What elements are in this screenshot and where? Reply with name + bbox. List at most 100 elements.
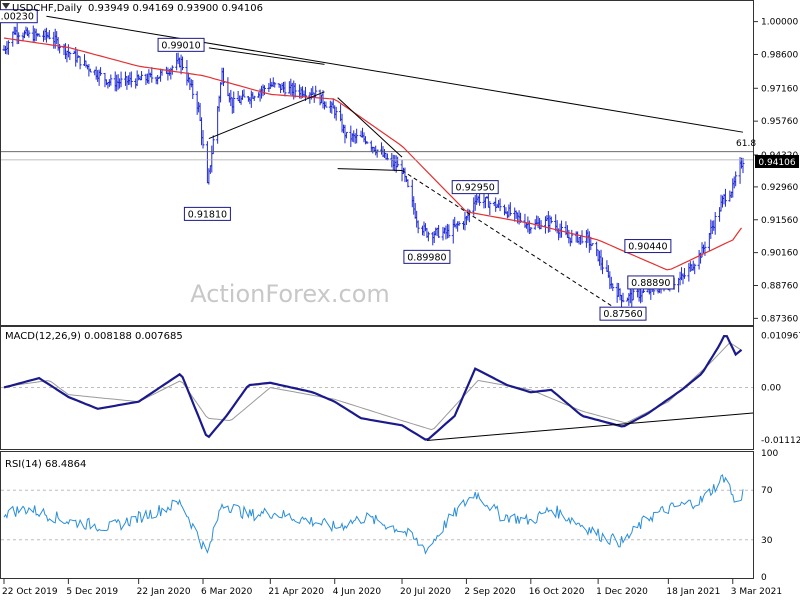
triangle-upper <box>208 47 325 65</box>
price-bar <box>447 224 451 238</box>
swing-label-box <box>451 180 499 195</box>
swing-label-box <box>599 306 647 321</box>
macd-series <box>3 334 754 441</box>
swing-label: 0.88890 <box>627 275 675 290</box>
macd-y-tick-label: -0.011127 <box>761 436 800 446</box>
price-bar <box>273 82 277 88</box>
price-bar <box>47 30 51 40</box>
price-bar <box>611 283 615 292</box>
rsi-panel <box>0 451 754 579</box>
price-bar <box>355 128 359 144</box>
price-bar <box>191 80 195 100</box>
swing-label-box <box>624 239 672 254</box>
macd-trendline <box>426 412 754 441</box>
rsi-line <box>3 474 744 555</box>
price-panel <box>0 0 754 326</box>
price-bar <box>140 71 144 81</box>
last-price-value: 0.94106 <box>758 158 795 168</box>
price-bar <box>590 243 594 246</box>
x-tick-label: 5 Dec 2019 <box>66 587 118 597</box>
price-y-tick-label: 0.95760 <box>761 117 798 127</box>
price-bar <box>119 71 123 88</box>
price-bar <box>88 68 92 73</box>
price-bar <box>344 131 348 139</box>
price-bar <box>334 106 338 121</box>
price-bar <box>211 135 215 155</box>
price-bar <box>232 91 236 114</box>
collapse-arrow-icon[interactable] <box>2 3 10 9</box>
price-bar <box>713 211 717 235</box>
price-y-tick-label: 0.90160 <box>761 249 798 259</box>
swing-label-box <box>0 9 38 24</box>
price-bar <box>181 56 185 71</box>
swing-label-text: 0.90440 <box>628 242 667 253</box>
x-tick-label: 2 Sep 2020 <box>464 587 516 597</box>
price-bar <box>416 220 420 234</box>
price-bar <box>570 229 574 244</box>
price-bar <box>437 225 441 238</box>
price-bar <box>723 188 727 207</box>
macd-y-tick-label: 0.010967 <box>761 332 800 342</box>
swing-label-text: 0.91810 <box>188 209 227 220</box>
channel-lower-extended-dashed <box>401 170 624 314</box>
macd-main-line <box>3 334 743 441</box>
swing-label: 0.91810 <box>183 206 231 221</box>
price-bar <box>17 32 21 45</box>
price-y-tick-label: 0.91560 <box>761 216 798 226</box>
x-tick-label: 16 Oct 2020 <box>529 587 585 597</box>
x-tick-label: 20 Jul 2020 <box>400 587 451 597</box>
channel-upper <box>337 97 403 158</box>
swing-label-text: 0.89980 <box>407 252 446 263</box>
symbol-label: USDCHF,Daily <box>12 3 82 14</box>
price-bar <box>406 179 410 188</box>
price-bar <box>58 43 62 54</box>
swing-label-text: 0.87560 <box>603 309 642 320</box>
price-bar <box>457 221 461 226</box>
x-tick-label: 1 Dec 2020 <box>596 587 648 597</box>
swing-label-box <box>627 275 675 290</box>
price-bar <box>631 287 635 301</box>
x-tick-label: 3 Mar 2021 <box>731 587 782 597</box>
price-bar <box>385 153 389 161</box>
overlay-lines <box>1 15 753 314</box>
price-bar <box>78 56 82 70</box>
x-tick-label: 4 Jun 2020 <box>333 587 382 597</box>
swing-label: 0.99010 <box>157 37 205 52</box>
price-bar <box>549 216 553 224</box>
price-bar <box>426 231 430 242</box>
swing-label-box <box>183 206 231 221</box>
price-bar <box>488 201 492 216</box>
price-bar <box>375 149 379 158</box>
swing-label: 0.90440 <box>624 239 672 254</box>
swing-label: 0.89980 <box>403 249 451 264</box>
price-bar <box>365 140 369 145</box>
swing-label-text: 0.92950 <box>456 183 495 194</box>
swing-label: 1.00230 <box>0 9 38 24</box>
price-bar <box>129 71 133 88</box>
rsi-y-tick-label: 30 <box>761 536 773 546</box>
price-bar <box>283 81 287 97</box>
rsi-y-tick-label: 0 <box>761 573 767 583</box>
channel-lower <box>337 168 403 171</box>
price-y-tick-label: 0.88760 <box>761 281 798 291</box>
price-bar <box>242 89 246 98</box>
moving-average-line <box>3 37 742 271</box>
price-bar <box>99 67 103 76</box>
swing-label-box <box>403 249 451 264</box>
rsi-y-tick-label: 70 <box>761 486 773 496</box>
watermark: ActionForex.com <box>190 280 390 308</box>
macd-panel <box>0 326 754 450</box>
swing-label-box <box>157 37 205 52</box>
price-bar <box>201 130 205 149</box>
x-tick-label: 22 Oct 2019 <box>2 587 58 597</box>
price-y-tick-label: 0.97160 <box>761 84 798 94</box>
axis-labels: 1.000000.986000.971600.957600.943200.929… <box>2 18 800 597</box>
price-y-tick-label: 0.92960 <box>761 183 798 193</box>
rsi-label: RSI(14) 68.4864 <box>5 459 86 470</box>
x-tick-label: 22 Jan 2020 <box>137 587 191 597</box>
price-bar <box>37 33 41 37</box>
price-bar <box>6 40 10 55</box>
macd-y-tick-label: 0.00 <box>761 384 781 394</box>
price-bar <box>529 226 533 234</box>
price-series <box>2 23 745 308</box>
